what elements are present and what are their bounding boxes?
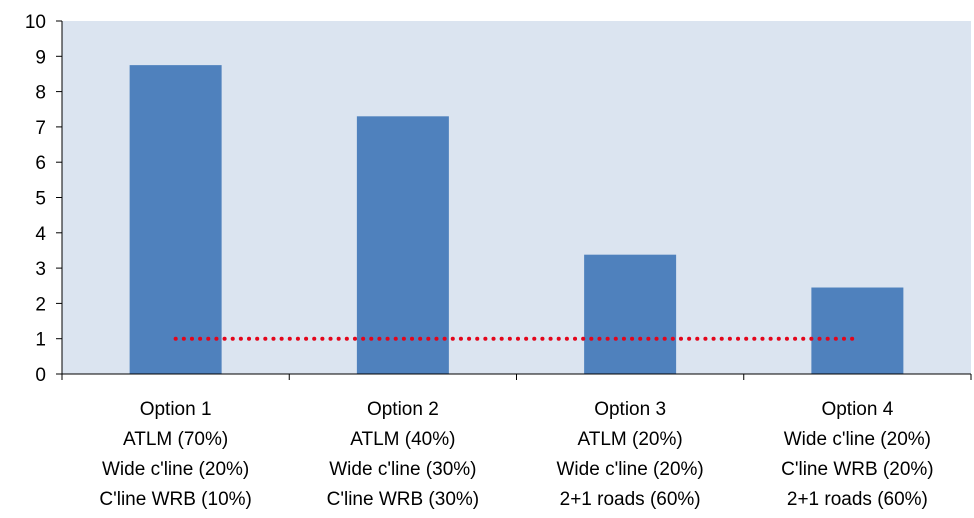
y-tick-label: 7: [35, 118, 46, 139]
category-label-option-1: Option 1 ATLM (70%) Wide c'line (20%) C'lin…: [99, 399, 252, 510]
category-label-line: Option 2: [367, 399, 439, 420]
y-axis-tick-labels: 0 1 2 3 4 5 6 7 8 9 10: [25, 12, 47, 386]
category-label-line: ATLM (70%): [123, 429, 228, 450]
y-tick-label: 3: [35, 259, 46, 280]
x-axis-category-labels: Option 1 ATLM (70%) Wide c'line (20%) C'lin…: [99, 399, 933, 510]
category-label-line: 2+1 roads (60%): [560, 489, 701, 510]
category-label-option-3: Option 3 ATLM (20%) Wide c'line (20%) 2+1 r…: [557, 399, 704, 510]
category-label-line: C'line WRB (20%): [781, 459, 934, 480]
y-axis-ticks: [56, 20, 62, 375]
x-axis-ticks: [61, 374, 972, 380]
category-label-line: C'line WRB (30%): [327, 489, 480, 510]
y-tick-label: 6: [35, 153, 46, 174]
category-label-line: ATLM (40%): [350, 429, 455, 450]
y-tick-label: 8: [35, 83, 46, 104]
y-tick-label: 2: [35, 294, 46, 315]
category-label-line: Option 3: [594, 399, 666, 420]
category-label-option-4: Option 4 Wide c'line (20%) C'line WRB (20%…: [781, 399, 934, 510]
y-tick-label: 5: [35, 189, 46, 210]
category-label-line: Wide c'line (30%): [329, 459, 476, 480]
bar-option-4: [811, 287, 904, 374]
category-label-line: Wide c'line (20%): [784, 429, 931, 450]
bar-option-1: [129, 65, 222, 374]
category-label-line: Wide c'line (20%): [557, 459, 704, 480]
y-tick-label: 1: [35, 330, 46, 351]
y-tick-label: 10: [25, 12, 46, 33]
bar-option-2: [356, 116, 449, 374]
category-label-option-2: Option 2 ATLM (40%) Wide c'line (30%) C'lin…: [327, 399, 480, 510]
category-label-line: ATLM (20%): [578, 429, 683, 450]
category-label-line: C'line WRB (10%): [99, 489, 252, 510]
category-label-line: Wide c'line (20%): [102, 459, 249, 480]
bar-series: [129, 65, 904, 374]
category-label-line: 2+1 roads (60%): [787, 489, 928, 510]
y-tick-label: 4: [35, 224, 46, 245]
category-label-line: Option 4: [821, 399, 893, 420]
bar-option-3: [584, 254, 677, 374]
category-label-line: Option 1: [140, 399, 212, 420]
y-tick-label: 9: [35, 47, 46, 68]
y-tick-label: 0: [35, 365, 46, 386]
